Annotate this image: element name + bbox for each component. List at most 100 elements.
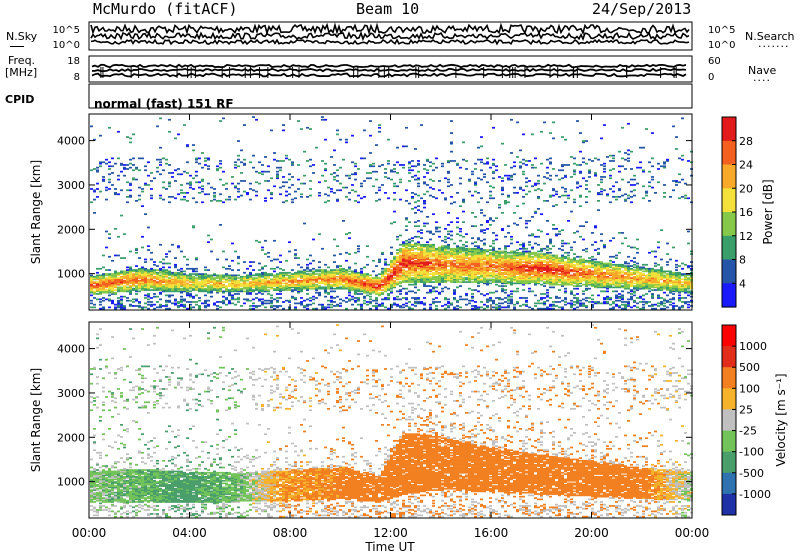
power-cell (324, 269, 327, 271)
power-cell (411, 265, 414, 267)
power-cell (558, 267, 561, 270)
power-cell (429, 261, 432, 263)
power-cell (126, 266, 129, 269)
power-cell (120, 306, 123, 309)
power-cell (567, 197, 570, 200)
power-cell (132, 164, 135, 166)
power-cell (315, 279, 318, 282)
power-cell (531, 269, 534, 271)
power-cell (138, 186, 141, 189)
power-cell (357, 303, 360, 306)
power-cell (327, 266, 330, 269)
power-cell (375, 192, 378, 194)
power-cell (588, 287, 591, 290)
power-cell (558, 233, 561, 236)
power-cell (513, 263, 516, 266)
power-cell (153, 281, 156, 283)
power-cell (294, 307, 297, 310)
power-cell (492, 255, 495, 258)
power-cell (579, 266, 582, 269)
power-cell (585, 259, 588, 262)
power-cell (543, 297, 546, 299)
power-cell (570, 259, 573, 262)
power-cell (228, 267, 231, 270)
power-cell (336, 286, 339, 289)
power-cell (543, 301, 546, 303)
power-cell (387, 273, 390, 275)
power-cell (147, 184, 150, 186)
power-cell (423, 270, 426, 273)
power-cell (426, 172, 429, 174)
power-cell (327, 279, 330, 282)
power-cell (543, 271, 546, 274)
power-cell (549, 238, 552, 241)
power-cell (132, 281, 135, 283)
power-cell (588, 170, 591, 173)
power-cell (363, 299, 366, 302)
power-cell (516, 261, 519, 263)
power-cell (456, 226, 459, 229)
power-cell (378, 278, 381, 281)
power-cell (222, 277, 225, 279)
power-cell (111, 287, 114, 290)
power-cell (93, 189, 96, 192)
power-cell (564, 290, 567, 293)
power-cell (282, 289, 285, 291)
power-cell (201, 274, 204, 277)
power-cell (549, 239, 552, 242)
power-cell (573, 267, 576, 270)
power-cell (276, 273, 279, 275)
power-cell (567, 279, 570, 282)
power-cell (456, 255, 459, 258)
power-cell (174, 277, 177, 279)
power-cell (285, 289, 288, 291)
power-cell (435, 261, 438, 263)
power-cell (564, 275, 567, 278)
power-cell (270, 286, 273, 289)
power-cell (138, 306, 141, 309)
power-cell (447, 161, 450, 164)
power-cell (135, 166, 138, 169)
power-cell (447, 250, 450, 253)
power-cell (90, 275, 93, 278)
power-cell (348, 294, 351, 297)
power-cell (417, 297, 420, 299)
power-cell (360, 275, 363, 278)
nave-dots: ···· (753, 74, 771, 87)
power-cell (360, 290, 363, 293)
power-cell (534, 273, 537, 275)
power-cell (198, 285, 201, 287)
power-cell (468, 279, 471, 282)
power-cell (270, 305, 273, 307)
power-cell (162, 169, 165, 172)
power-cell (471, 173, 474, 176)
power-cell (225, 182, 228, 185)
power-cell (393, 298, 396, 301)
power-cell (564, 251, 567, 254)
power-cell (582, 265, 585, 267)
power-cell (375, 283, 378, 286)
power-cell (453, 251, 456, 254)
power-cell (378, 303, 381, 306)
power-cell (288, 279, 291, 282)
power-cell (93, 278, 96, 281)
power-cell (303, 299, 306, 302)
power-cell (279, 254, 282, 257)
power-cell (309, 297, 312, 299)
power-cell (120, 275, 123, 278)
power-cell (180, 298, 183, 301)
power-cell (186, 161, 189, 164)
power-cell (165, 278, 168, 281)
power-cell (501, 193, 504, 196)
power-cell (318, 181, 321, 184)
power-cell (111, 290, 114, 293)
power-cell (477, 282, 480, 285)
power-cell (360, 285, 363, 287)
power-cell (468, 277, 471, 279)
power-cell (252, 274, 255, 277)
power-cell (405, 218, 408, 221)
power-cell (165, 270, 168, 273)
power-cell (492, 278, 495, 281)
power-cell (312, 286, 315, 289)
power-cell (507, 295, 510, 298)
